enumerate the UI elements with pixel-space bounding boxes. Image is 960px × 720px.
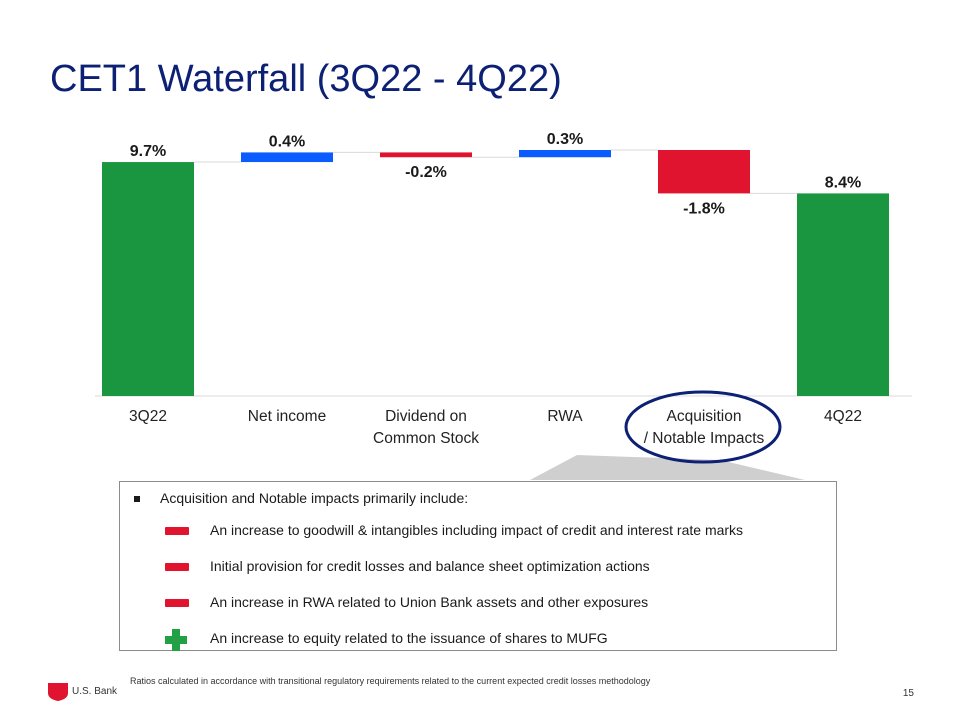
waterfall-bar: [102, 162, 194, 396]
footnote: Ratios calculated in accordance with tra…: [130, 676, 651, 686]
category-label: Dividend on Common Stock: [373, 408, 479, 447]
callout-connector: [530, 455, 805, 480]
data-label: 8.4%: [825, 174, 861, 191]
page-title: CET1 Waterfall (3Q22 - 4Q22): [50, 58, 562, 100]
data-label: -1.8%: [683, 200, 725, 217]
category-label: 4Q22: [824, 408, 862, 425]
category-label: 3Q22: [129, 408, 167, 425]
page-number: 15: [902, 688, 914, 699]
impact-item-text: An increase in RWA related to Union Bank…: [210, 594, 649, 610]
labels-layer: 9.7% 0.4% -0.2% 0.3% -1.8% 8.4%: [130, 131, 861, 217]
callout-intro-text: Acquisition and Notable impacts primaril…: [160, 490, 469, 506]
acquisition-callout: Acquisition and Notable impacts primaril…: [119, 481, 837, 651]
highlight-ring: [624, 390, 782, 464]
category-label: Net income: [248, 408, 326, 425]
category-labels: 3Q22 Net income Dividend on Common Stock RWA…: [129, 390, 862, 464]
callout-intro: Acquisition and Notable impacts primaril…: [134, 490, 468, 506]
cet1-waterfall-chart: 9.7% 0.4% -0.2% 0.3% -1.8% 8.4% 3Q22 Net incom…: [95, 131, 912, 480]
waterfall-bar: [241, 152, 333, 163]
logo-text: U.S. Bank: [72, 686, 118, 697]
data-label: 0.4%: [269, 133, 305, 150]
impact-item-text: An increase to equity related to the iss…: [210, 630, 608, 646]
waterfall-bar: [658, 150, 750, 194]
waterfall-bar: [380, 152, 472, 158]
bars-layer: [95, 149, 912, 397]
minus-icon: [165, 527, 189, 535]
impact-item-text: An increase to goodwill & intangibles in…: [210, 522, 744, 538]
plus-icon: [165, 629, 187, 651]
waterfall-bar: [797, 193, 889, 396]
square-bullet-icon: [134, 496, 140, 502]
shield-logo-icon: [48, 683, 68, 701]
category-label: Acquisition / Notable Impacts: [644, 408, 765, 447]
data-label: -0.2%: [405, 164, 447, 181]
data-label: 0.3%: [547, 131, 583, 148]
minus-icon: [165, 563, 189, 571]
minus-icon: [165, 599, 189, 607]
impact-item-text: Initial provision for credit losses and …: [210, 558, 650, 574]
category-label: RWA: [547, 408, 583, 425]
waterfall-bar: [519, 150, 611, 158]
data-label: 9.7%: [130, 143, 166, 160]
